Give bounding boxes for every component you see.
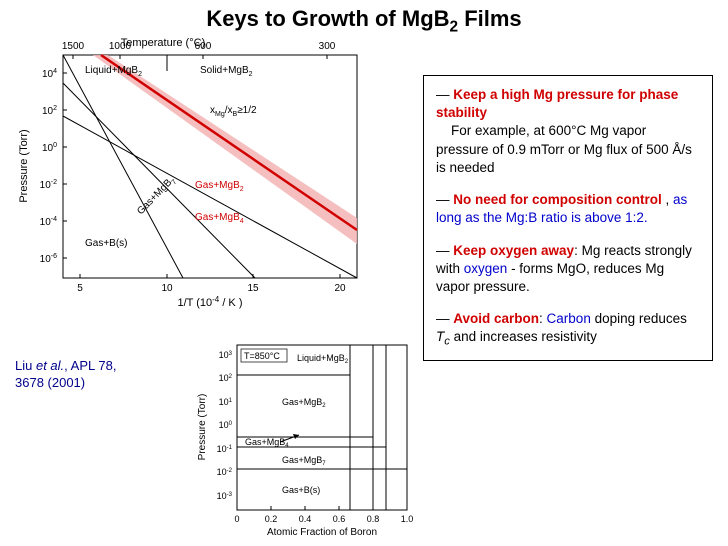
svg-text:10: 10 — [161, 283, 173, 294]
svg-text:Pressure (Torr): Pressure (Torr) — [18, 129, 30, 202]
svg-text:104: 104 — [42, 68, 57, 80]
svg-text:Pressure (Torr): Pressure (Torr) — [197, 394, 208, 461]
svg-text:100: 100 — [219, 420, 233, 430]
svg-text:10-4: 10-4 — [40, 216, 57, 228]
point1-body: For example, at 600°C Mg vapor pressure … — [436, 123, 692, 174]
page-title: Keys to Growth of MgB2 Films — [0, 6, 728, 36]
point-carbon: — Avoid carbon: Carbon doping reduces Tc… — [436, 310, 700, 350]
svg-text:10-6: 10-6 — [40, 253, 57, 265]
svg-text:Atomic Fraction of Boron: Atomic Fraction of Boron — [267, 527, 377, 538]
title-prefix: Keys to Growth of MgB — [206, 6, 449, 31]
point-composition: — No need for composition control , as l… — [436, 191, 700, 227]
svg-text:1/T (10-4 / K ): 1/T (10-4 / K ) — [177, 295, 242, 309]
svg-text:20: 20 — [334, 283, 346, 294]
point4-mid: : — [539, 311, 547, 326]
svg-text:0.6: 0.6 — [333, 514, 346, 524]
svg-text:T=850°C: T=850°C — [244, 351, 280, 361]
citation-text: Liu et al., APL 78, 3678 (2001) — [15, 358, 145, 392]
svg-text:101: 101 — [219, 397, 233, 407]
svg-text:15: 15 — [247, 283, 259, 294]
title-subscript: 2 — [450, 18, 459, 35]
svg-text:5: 5 — [77, 283, 83, 294]
svg-text:102: 102 — [219, 373, 233, 383]
key-points-box: — Keep a high Mg pressure for phase stab… — [423, 75, 713, 361]
svg-text:1.0: 1.0 — [401, 514, 414, 524]
svg-text:103: 103 — [219, 350, 233, 360]
phase-diagram-pressure-vs-invtemp: Liquid+MgB2 Solid+MgB2 xMg/xB≥1/2 Gas+Mg… — [15, 38, 405, 318]
svg-text:0.2: 0.2 — [265, 514, 278, 524]
title-suffix: Films — [458, 6, 522, 31]
point-mg-pressure: — Keep a high Mg pressure for phase stab… — [436, 86, 700, 177]
phase-diagram-pressure-vs-boronfraction: T=850°C Liquid+MgB2 Gas+MgB2 Gas+MgB4 Ga… — [195, 335, 425, 540]
svg-text:Gas+B(s): Gas+B(s) — [85, 238, 128, 249]
svg-text:300: 300 — [319, 41, 336, 52]
svg-text:0: 0 — [234, 514, 239, 524]
point4-carbon: Carbon — [547, 311, 591, 326]
svg-text:10-2: 10-2 — [40, 179, 57, 191]
svg-text:10-3: 10-3 — [217, 491, 233, 501]
point2-comma: , — [662, 192, 673, 207]
svg-text:Gas+B(s): Gas+B(s) — [282, 485, 320, 495]
point4-head: Avoid carbon — [453, 311, 539, 326]
svg-text:0.8: 0.8 — [367, 514, 380, 524]
svg-text:Temperature (°C): Temperature (°C) — [121, 38, 205, 49]
svg-text:0.4: 0.4 — [299, 514, 312, 524]
svg-text:10-1: 10-1 — [217, 444, 233, 454]
svg-text:100: 100 — [42, 142, 57, 154]
svg-text:1500: 1500 — [62, 41, 85, 52]
point-oxygen: — Keep oxygen away: Mg reacts strongly w… — [436, 242, 700, 297]
svg-text:10-2: 10-2 — [217, 467, 233, 477]
point3-head: Keep oxygen away — [453, 243, 574, 258]
point1-head: Keep a high Mg pressure for phase stabil… — [436, 87, 678, 120]
svg-text:102: 102 — [42, 105, 57, 117]
point3-oxygen: oxygen — [464, 261, 508, 276]
point2-head: No need for composition control — [453, 192, 662, 207]
